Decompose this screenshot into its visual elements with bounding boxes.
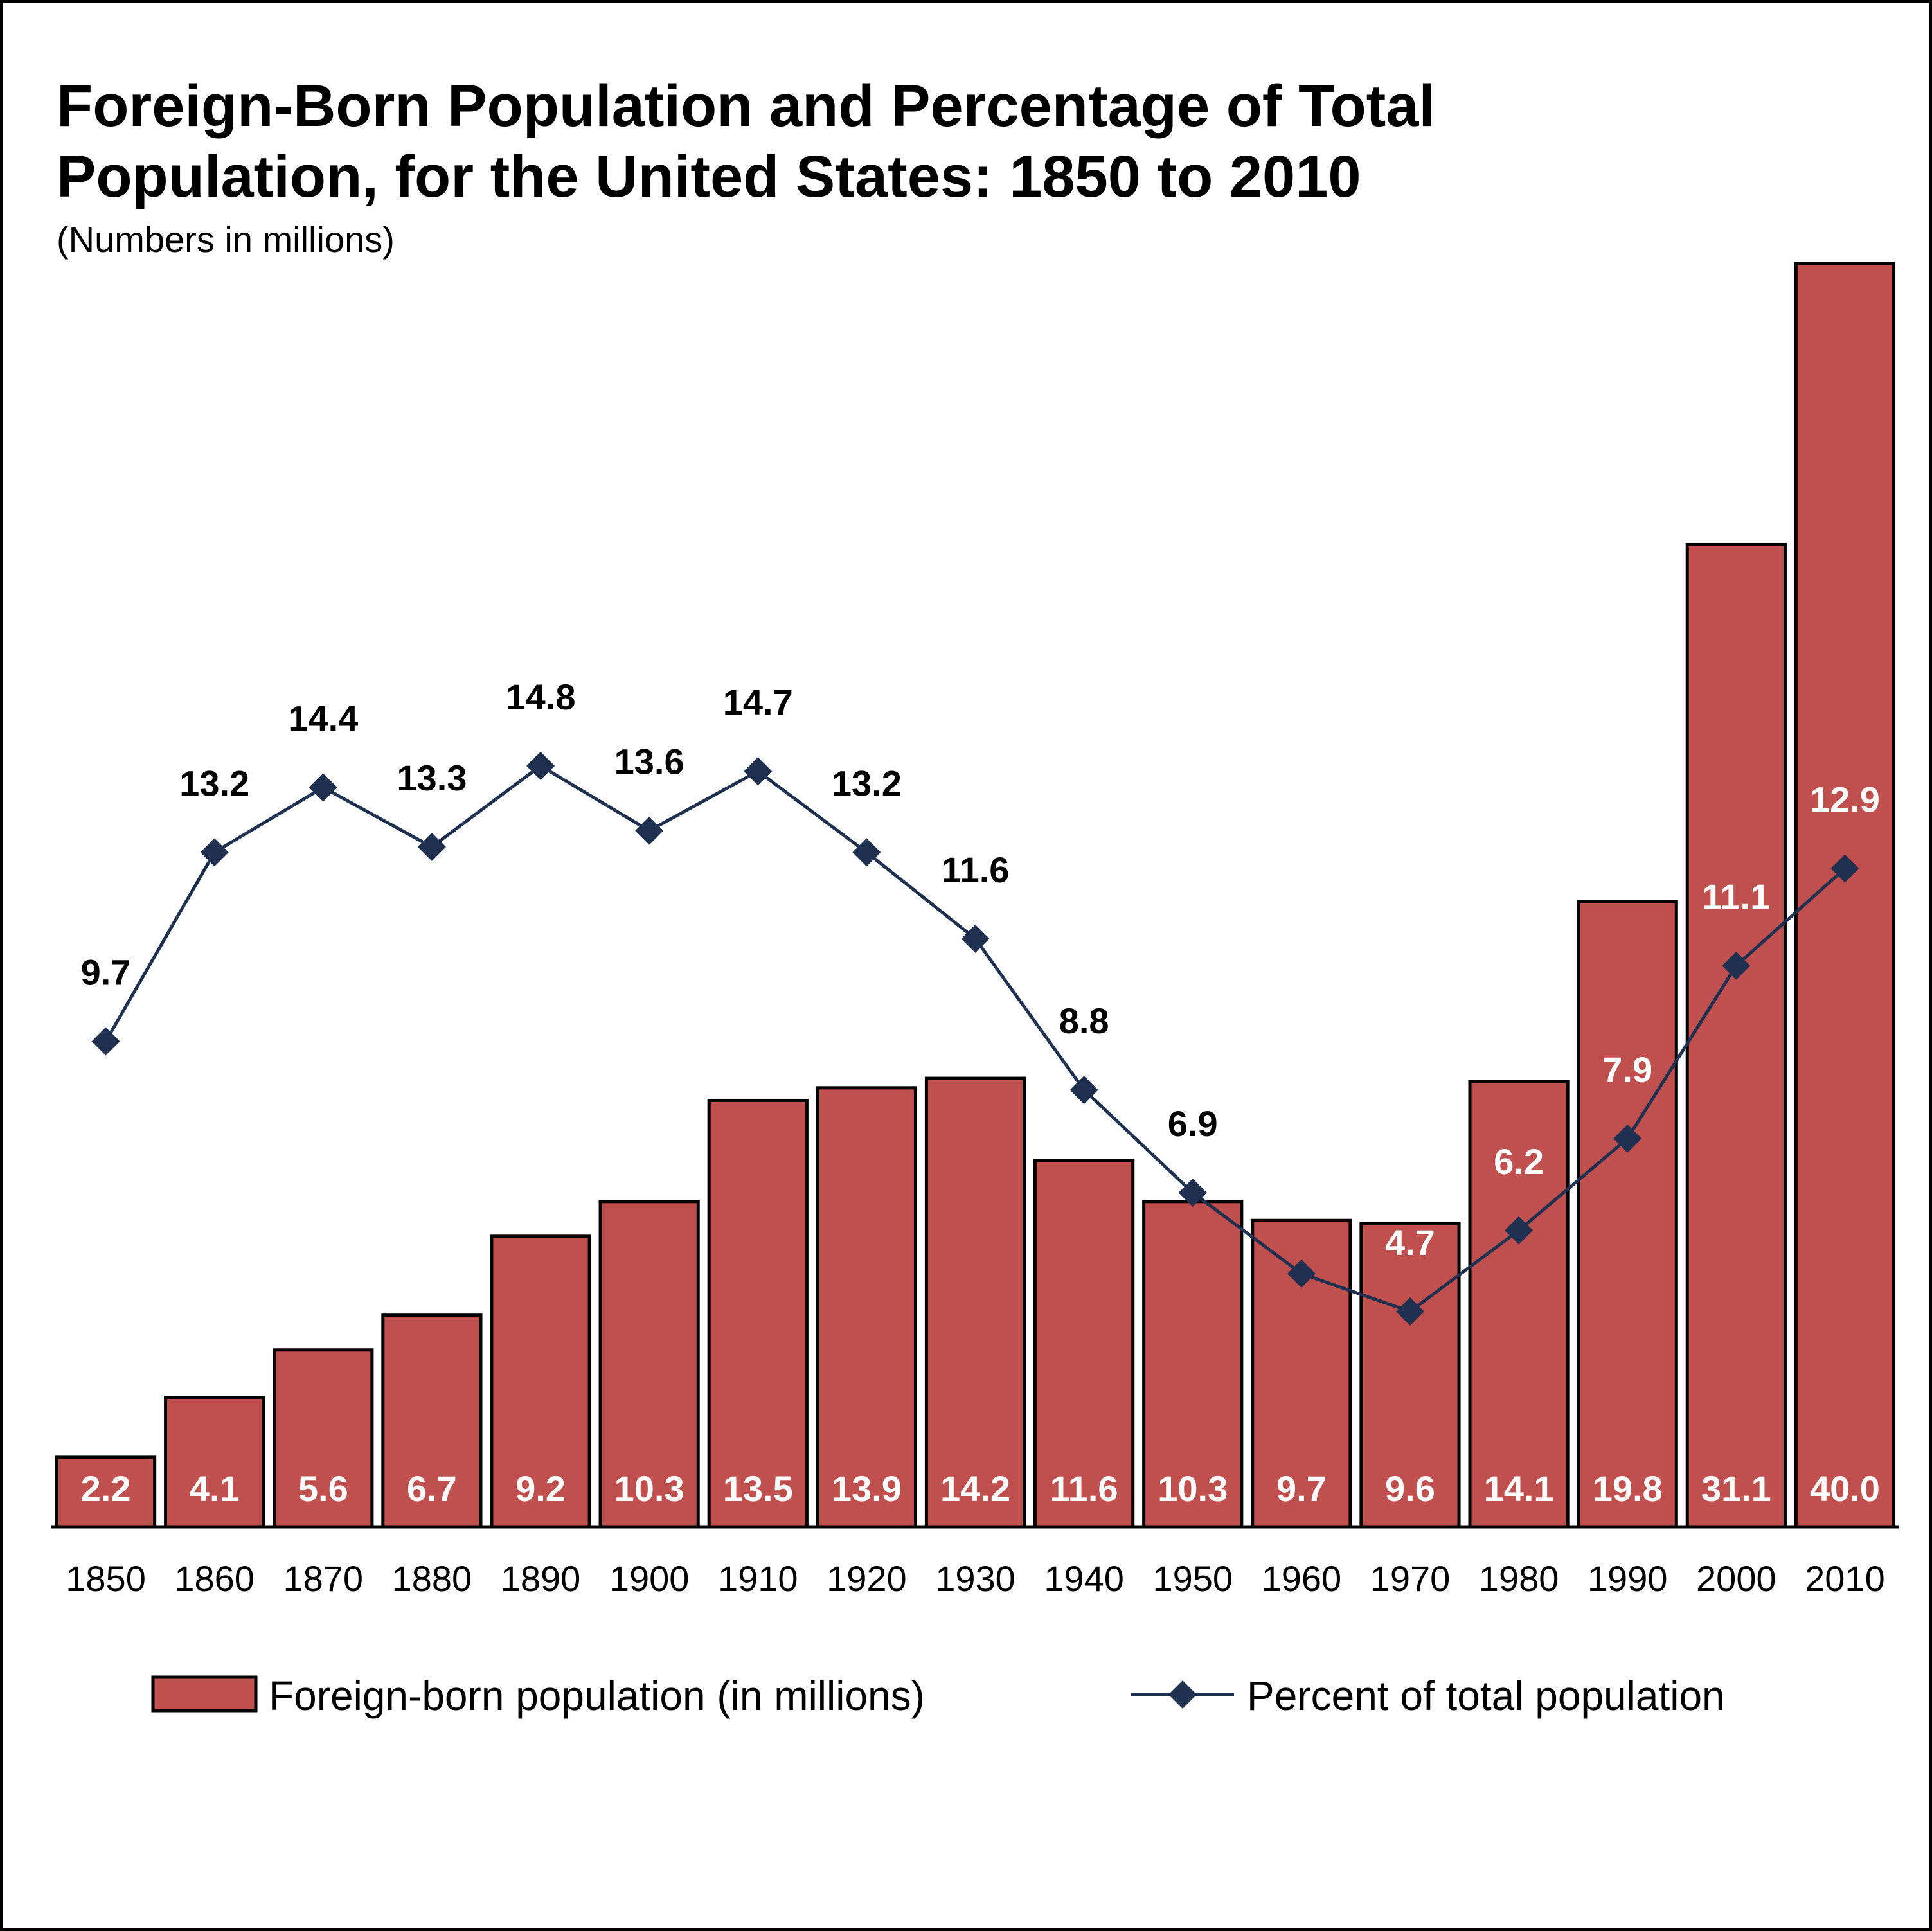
bar-value-label-2000: 31.1 — [1701, 1468, 1771, 1509]
bar-value-label-1990: 19.8 — [1593, 1468, 1663, 1509]
percent-marker-1920 — [852, 838, 881, 867]
percent-label-1880: 13.3 — [397, 758, 467, 798]
percent-marker-1980 — [1505, 1216, 1534, 1245]
percent-label-1890: 14.8 — [506, 677, 576, 717]
bar-1890 — [490, 1234, 591, 1529]
x-tick-1920: 1920 — [827, 1558, 907, 1599]
percent-marker-1940 — [1069, 1076, 1098, 1105]
bar-value-label-1950: 10.3 — [1158, 1468, 1228, 1509]
percent-marker-1990 — [1613, 1124, 1642, 1153]
percent-marker-1970 — [1395, 1297, 1424, 1326]
percent-marker-1900 — [635, 816, 664, 845]
bar-1860 — [164, 1395, 265, 1529]
x-tick-labels: 1850 1860 1870 1880 1890 1900 1910 1920 1930 1940… — [66, 1558, 1884, 1599]
x-tick-1850: 1850 — [66, 1558, 146, 1599]
percent-label-1960: 5.4 — [1276, 1184, 1327, 1225]
bar-value-label-1850: 2.2 — [81, 1468, 131, 1509]
x-tick-1880: 1880 — [392, 1558, 472, 1599]
bar-1930 — [924, 1076, 1026, 1529]
bar-value-label-1860: 4.1 — [190, 1468, 240, 1509]
x-tick-1940: 1940 — [1044, 1558, 1124, 1599]
legend-line-label: Percent of total population — [1247, 1673, 1725, 1719]
percent-label-1950: 6.9 — [1168, 1103, 1218, 1144]
percent-marker-1950 — [1178, 1178, 1207, 1207]
bar-value-label-1910: 13.5 — [723, 1468, 793, 1509]
bar-1970 — [1359, 1222, 1461, 1529]
percent-label-1980: 6.2 — [1494, 1141, 1544, 1182]
bar-value-label-1930: 14.2 — [940, 1468, 1010, 1509]
x-tick-2000: 2000 — [1696, 1558, 1776, 1599]
bar-value-label-1890: 9.2 — [515, 1468, 566, 1509]
x-tick-1980: 1980 — [1479, 1558, 1559, 1599]
percent-marker-1880 — [417, 832, 446, 861]
bar-1880 — [381, 1313, 483, 1529]
percent-marker-1860 — [200, 838, 229, 867]
legend-bar-label: Foreign-born population (in millions) — [269, 1673, 925, 1719]
percent-marker-1850 — [91, 1027, 120, 1056]
chart-subtitle: (Numbers in millions) — [57, 219, 395, 260]
percent-label-1970: 4.7 — [1385, 1222, 1435, 1263]
bar-value-label-1920: 13.9 — [832, 1468, 902, 1509]
percent-label-1910: 14.7 — [723, 682, 793, 722]
x-tick-1950: 1950 — [1152, 1558, 1233, 1599]
x-tick-1930: 1930 — [935, 1558, 1015, 1599]
percent-label-1920: 13.2 — [832, 763, 902, 803]
x-tick-1970: 1970 — [1370, 1558, 1451, 1599]
x-tick-1870: 1870 — [283, 1558, 364, 1599]
bar-1980 — [1468, 1080, 1570, 1529]
percent-marker-1890 — [526, 751, 555, 780]
bars-layer: 2.2 4.1 5.6 6.7 9.2 10.3 13.5 13.9 14.2 11.6 10.3 9… — [55, 262, 1896, 1529]
legend: Foreign-born population (in millions) Pe… — [151, 1673, 1725, 1719]
bar-2000 — [1685, 542, 1787, 1529]
percent-label-1990: 7.9 — [1602, 1049, 1652, 1090]
x-tick-1890: 1890 — [501, 1558, 581, 1599]
bar-1910 — [707, 1098, 809, 1529]
percent-marker-2010 — [1830, 854, 1859, 883]
bar-1990 — [1577, 900, 1678, 1529]
bar-1870 — [273, 1348, 374, 1529]
bar-value-label-1940: 11.6 — [1050, 1468, 1118, 1509]
percent-label-1860: 13.2 — [179, 763, 249, 803]
x-tick-1990: 1990 — [1588, 1558, 1668, 1599]
legend-bar-swatch — [151, 1675, 258, 1713]
percent-label-1930: 11.6 — [942, 850, 1010, 890]
x-tick-1900: 1900 — [609, 1558, 690, 1599]
bar-1940 — [1033, 1159, 1135, 1529]
x-tick-1860: 1860 — [174, 1558, 255, 1599]
x-tick-2010: 2010 — [1805, 1558, 1885, 1599]
percent-label-1900: 13.6 — [614, 742, 684, 782]
percent-label-2010: 12.9 — [1810, 779, 1880, 820]
bar-value-label-2010: 40.0 — [1810, 1468, 1880, 1509]
legend-diamond-marker — [1168, 1680, 1197, 1709]
bar-1920 — [816, 1086, 917, 1529]
chart-title: Foreign-Born Population and Percentage o… — [57, 73, 1436, 209]
percent-label-1850: 9.7 — [81, 952, 131, 993]
bar-value-label-1970: 9.6 — [1385, 1468, 1435, 1509]
bar-value-label-1870: 5.6 — [298, 1468, 348, 1509]
x-tick-1910: 1910 — [718, 1558, 798, 1599]
bar-1900 — [598, 1200, 700, 1529]
percent-marker-1910 — [744, 757, 773, 786]
bar-2010 — [1794, 262, 1896, 1529]
bar-value-label-1880: 6.7 — [407, 1468, 457, 1509]
x-tick-1960: 1960 — [1262, 1558, 1342, 1599]
bar-value-label-1980: 14.1 — [1484, 1468, 1554, 1509]
percent-marker-2000 — [1722, 951, 1751, 980]
percent-marker-1870 — [309, 773, 337, 802]
percent-label-1870: 14.4 — [288, 698, 358, 738]
percent-label-2000: 11.1 — [1702, 877, 1770, 917]
percent-line-layer: 9.7 13.2 14.4 13.3 14.8 13.6 14.7 13.2 11.6 8.8 6.… — [81, 677, 1880, 1326]
percent-label-1940: 8.8 — [1059, 1001, 1109, 1041]
percent-marker-1960 — [1287, 1259, 1316, 1288]
bar-value-label-1900: 10.3 — [614, 1468, 684, 1509]
percent-marker-1930 — [961, 924, 990, 953]
bar-value-label-1960: 9.7 — [1276, 1468, 1327, 1509]
